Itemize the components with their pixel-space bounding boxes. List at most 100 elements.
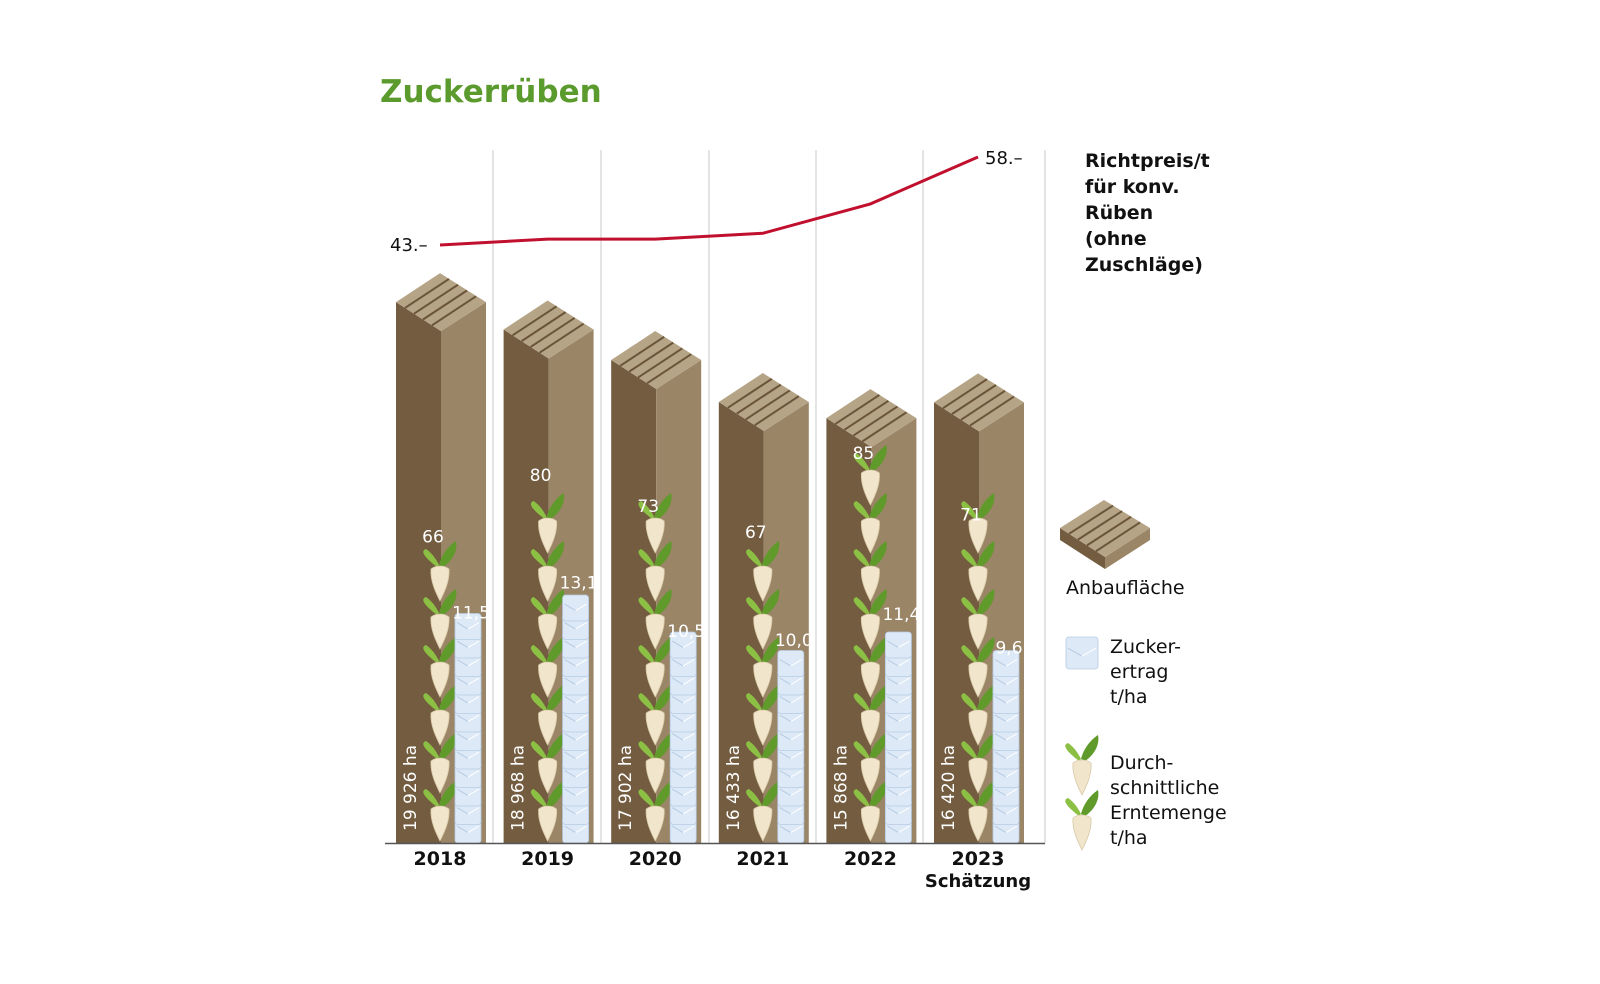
leaf [439,541,457,567]
cube-edge [1005,659,1018,667]
cube-edge [1005,696,1018,704]
cube-edge [456,751,469,760]
cube-edge [575,640,587,649]
cube-edge [1005,825,1018,834]
sugar-cube-icon [1065,636,1099,670]
cube-edge [994,751,1007,760]
bar-front-face [718,402,764,843]
beet-root [753,565,773,602]
cube-edge [682,733,695,741]
cube-edge [898,807,910,815]
cube-edge [456,733,469,741]
legend-area-stripe [1077,510,1123,541]
beet-root [430,661,450,698]
cube-edge [456,659,469,667]
cube-edge [564,677,576,686]
column-2022: 15 868 ha 85 11,4 [826,389,920,844]
leaf [546,493,564,519]
price-legend-line: Richtpreis/t [1085,150,1210,172]
cube-edge [994,696,1007,704]
legend-area-side [1105,528,1150,569]
x-tick-label: 2023 [952,848,1005,870]
leaf [853,741,870,759]
beet-root [968,613,988,650]
legend: Anbaufläche Zucker-ertrag t/ha Durch-schnit… [1060,500,1227,851]
beet-icon [746,733,780,794]
cube-edge [671,714,684,723]
leaf [761,541,780,567]
leaf [638,501,655,519]
leaf [853,453,870,471]
area-label: 15 868 ha [831,745,851,831]
bar-front-face [826,418,872,843]
cube-edge [564,733,576,741]
beet-root [860,613,880,650]
beet-icon [638,733,672,794]
beet-root [860,469,880,506]
harvest-label: 71 [960,506,982,526]
area-label: 17 902 ha [616,745,636,831]
bar-top-stripe [628,341,674,373]
sugar-cube-icon [777,650,805,677]
beet-root [645,661,665,698]
cube-edge [564,622,576,630]
beet-icon [638,637,672,698]
leaf [423,549,439,567]
cube-edge [887,788,899,797]
cube-edge [887,640,899,649]
cube-edge [994,770,1007,778]
cube-edge [779,751,792,760]
cube-edge [1005,770,1018,778]
cube-edge [887,807,899,815]
leaf [961,501,977,519]
beet-icon [423,541,457,602]
sugar-label: 10,0 [775,631,813,651]
cube-edge [575,825,587,834]
leaf [530,597,547,615]
leaf [853,693,870,711]
beet-icon [961,685,995,746]
leaf [869,493,887,519]
leaf [439,733,457,759]
cube-edge [467,622,480,630]
bar-front-face [503,329,549,843]
beet-root [538,757,558,794]
bar-top-stripe [745,389,791,421]
cube-edge [671,788,684,797]
cube-edge [887,714,899,723]
cube-edge [575,714,587,723]
cube-edge [994,807,1007,815]
beet-root [753,757,773,794]
cube-edge [467,696,480,704]
price-legend-line: Zuschläge) [1085,254,1203,276]
leaf [761,781,780,807]
cube-edge [994,788,1007,797]
bar-top-stripe [539,322,585,354]
beet-root [645,757,665,794]
cube-edge [575,622,587,630]
beet-icon [853,637,887,698]
cube-edge [682,788,695,797]
sugar-label: 11,5 [452,603,490,623]
bar-top-stripe [852,405,898,437]
beet-icon [530,589,564,650]
leaf [654,685,672,711]
leaf [439,637,457,663]
beet-icon [638,493,672,554]
leaf [546,781,564,807]
area-label: 16 433 ha [724,745,744,831]
cube-edge [456,714,469,723]
cube-edge [779,770,792,778]
bar-top [934,373,1024,432]
beet-icon [530,493,564,554]
cube-edge [682,825,695,834]
leaf [530,741,547,759]
leaf [530,645,547,663]
area-label: 19 926 ha [401,745,421,831]
leaf [546,733,564,759]
cube-face [454,613,482,640]
cube-edge [898,659,910,667]
leaf [761,733,780,759]
cube-edge [564,696,576,704]
leaf [746,597,762,615]
